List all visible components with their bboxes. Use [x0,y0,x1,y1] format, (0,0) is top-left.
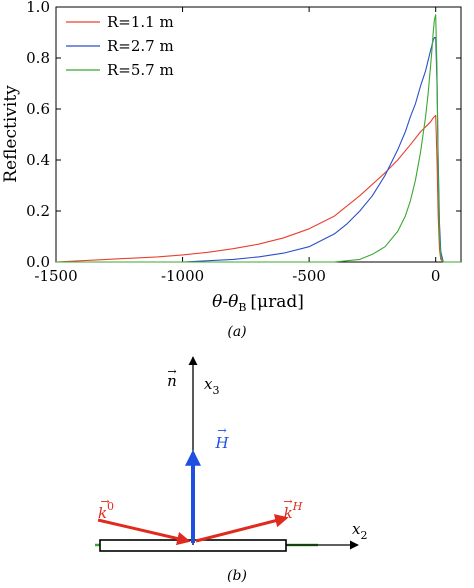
legend-label: R=5.7 m [107,61,174,79]
x3-axis-label: x3 [204,375,219,397]
panel-label-b: (b) [227,568,247,584]
k0-vector-hat: → [100,495,109,508]
series-lines [55,14,461,263]
vector-k0-arrow [97,518,191,546]
series-line-1 [55,114,461,263]
H-vector-hat: → [217,424,226,437]
x-tick-label: 0 [431,267,441,285]
reflectivity-chart: 0.0 0.2 0.4 0.6 0.8 1.0 -1500 -1000 -500 0 R=1.1… [1,0,462,340]
y-tick-label: 0.4 [26,151,50,169]
vector-k0-label: k0 [98,500,114,522]
y-tick-label: 1.0 [26,0,50,16]
x-axis-ticks: -1500 -1000 -500 0 [34,7,440,285]
x-tick-label: -1500 [34,267,77,285]
y-tick-label: 0.8 [26,49,50,67]
legend-label: R=2.7 m [107,37,174,55]
scattering-diagram: n → x3 H → k0 → kH → x2 (b) [95,356,367,584]
x2-axis-label: x2 [352,520,367,542]
y-axis-ticks: 0.0 0.2 0.4 0.6 0.8 1.0 [26,0,461,271]
vector-kH-label: kH [284,500,303,522]
n-vector-hat: → [167,365,176,378]
x-axis-label: θ-θB [μrad] [212,292,304,314]
panel-label-a: (a) [227,324,246,340]
x-tick-label: -1000 [161,267,204,285]
y-tick-label: 0.6 [26,100,50,118]
legend-label: R=1.1 m [107,13,174,31]
y-tick-label: 0.2 [26,202,50,220]
legend: R=1.1 m R=2.7 m R=5.7 m [66,13,174,79]
y-tick-label: 0.0 [26,253,50,271]
vector-kH-arrow [195,514,289,543]
normal-n-label: n [167,372,177,390]
kH-vector-hat: → [283,495,292,508]
y-axis-label: Reflectivity [1,85,21,183]
vector-H-label: H [214,434,229,452]
series-line-3 [56,14,461,263]
x-tick-label: -500 [292,267,326,285]
